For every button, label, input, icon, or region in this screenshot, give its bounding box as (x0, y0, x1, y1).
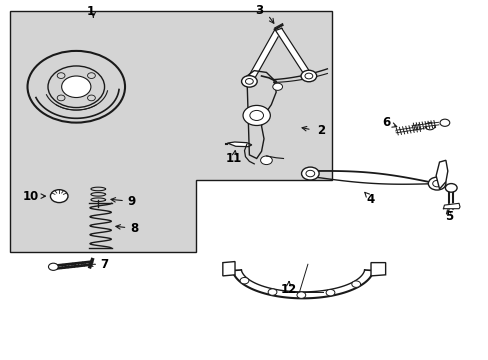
Polygon shape (223, 262, 235, 276)
Circle shape (445, 184, 456, 192)
Circle shape (241, 76, 257, 87)
Circle shape (439, 119, 449, 126)
Polygon shape (227, 142, 251, 147)
Circle shape (61, 76, 91, 98)
Text: 4: 4 (366, 193, 374, 206)
Polygon shape (435, 160, 447, 189)
Text: 1: 1 (87, 5, 95, 18)
Circle shape (424, 123, 434, 130)
Circle shape (240, 278, 248, 284)
Circle shape (427, 177, 445, 190)
Circle shape (351, 281, 360, 287)
Text: 12: 12 (280, 283, 296, 296)
Text: 9: 9 (127, 195, 136, 208)
Polygon shape (246, 28, 281, 82)
Text: 7: 7 (101, 258, 108, 271)
Circle shape (48, 263, 58, 270)
Text: 6: 6 (381, 116, 389, 129)
Text: 11: 11 (225, 152, 242, 165)
Text: 8: 8 (130, 222, 138, 235)
Text: 5: 5 (444, 210, 452, 223)
Polygon shape (443, 203, 459, 209)
Circle shape (260, 156, 272, 165)
Circle shape (272, 83, 282, 90)
Polygon shape (370, 263, 385, 276)
Text: 10: 10 (23, 190, 39, 203)
Text: 3: 3 (255, 4, 263, 17)
Polygon shape (10, 12, 331, 252)
Circle shape (296, 292, 305, 298)
Circle shape (301, 167, 319, 180)
Circle shape (267, 289, 276, 295)
Polygon shape (275, 28, 311, 77)
Circle shape (325, 289, 334, 296)
Text: 2: 2 (316, 124, 324, 138)
Circle shape (243, 105, 270, 126)
Circle shape (301, 70, 316, 82)
Circle shape (50, 190, 68, 203)
